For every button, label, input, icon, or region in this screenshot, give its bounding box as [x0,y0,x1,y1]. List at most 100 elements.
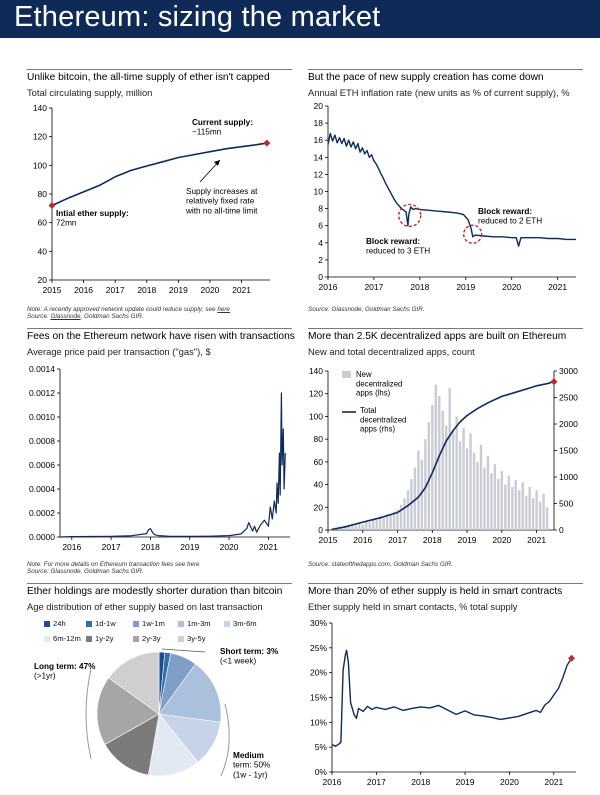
y-tick-label: 0.0006 [29,460,55,470]
annotation-medium: (1w - 1yr) [233,770,268,779]
y-tick-label: 4 [318,238,323,248]
y-tick-label: 140 [309,366,323,376]
y-tick-label: 20 [38,275,48,285]
panel-title: Ether holdings are modestly shorter dura… [27,586,283,597]
bar-new-dapps [514,480,517,530]
bar-new-dapps [441,410,444,530]
y-tick-label: 18 [314,118,324,128]
y-tick-label: 20 [314,102,324,111]
x-tick-label: 2021 [544,777,563,787]
bar-new-dapps [396,509,399,530]
bar-new-dapps [507,475,510,530]
panel-title: Unlike bitcoin, the all-time supply of e… [27,72,270,83]
bar-new-dapps [486,456,490,530]
bar-new-dapps [455,416,458,530]
panel-title: More than 20% of ether supply is held in… [308,586,563,597]
legend-item: 3m-6m [224,619,257,628]
y-tick-label: 10 [314,187,324,197]
pie-slice [96,677,160,745]
legend-swatch [178,635,184,642]
annotation-3eth: reduced to 3 ETH [366,247,430,256]
bar-new-dapps [392,511,396,530]
annotation-long: (>1yr) [34,672,56,681]
x-tick-label: 2016 [323,777,342,787]
source-text: Source: Glassnode, Goldman Sachs GIR. [27,568,144,576]
legend-total-label: apps (rhs) [360,425,396,434]
panel-divider [27,69,292,70]
header-bar: Ethereum: sizing the market [0,0,600,38]
panel-fees: Fees on the Ethereum network have risen … [27,328,295,581]
bar-new-dapps [340,527,344,530]
bar-new-dapps [518,490,521,530]
bar-new-dapps [545,507,549,530]
panel-source: Source: stateofthedapps.com, Goldman Sac… [308,561,453,568]
y-tick-label: 14 [314,152,324,162]
bar-new-dapps [399,505,403,530]
x-tick-label: 2019 [458,535,477,545]
y-tick-label: 100 [309,411,323,421]
bar-new-dapps [472,452,476,530]
legend-swatch [133,620,139,627]
legend-label: 3m-6m [233,619,257,628]
legend-item: 3y-5y [178,634,206,643]
y-tick-label: 10% [310,717,327,727]
bar-new-dapps [521,482,524,530]
x-tick-label: 2018 [411,777,430,787]
y-tick-label: 0 [318,272,323,282]
bar-new-dapps [372,518,375,530]
panel-divider [308,328,583,329]
pie-slice [158,663,222,723]
bar-new-dapps [413,467,417,530]
pie-slice [147,713,199,777]
annotation-short: (<1 week) [220,657,256,666]
legend-swatch [133,635,139,642]
x-tick-label: 2016 [74,285,93,295]
bar-new-dapps [438,395,441,530]
bar-new-dapps [434,384,437,530]
y-tick-label: 6 [318,221,323,231]
inflation-line [327,132,576,247]
y-tick-label: 20 [314,502,324,512]
x-tick-label: 2021 [527,535,546,545]
legend-total-label: decentralized [360,415,406,424]
panel-title: More than 2.5K decentralized apps are bu… [308,331,567,342]
short-term-leader [161,648,206,653]
panel-subtitle: Age distribution of ether supply based o… [27,601,263,612]
y-tick-label: 8 [318,204,323,214]
source-link[interactable]: Glassnode [50,313,81,321]
y-tick-label-right: 1500 [559,446,578,456]
end-point-marker [263,139,271,147]
y-tick-label: 15% [310,693,327,703]
annotation-3eth: Block reward: [366,237,420,246]
legend-label: 24h [53,619,66,628]
y-tick-label: 0 [318,525,323,535]
bar-new-dapps [528,486,531,530]
annotation-circle-2eth [462,224,483,244]
source-prefix: Source: [27,313,51,321]
bar-new-dapps [378,516,382,530]
supply-line [51,142,267,207]
panel-inflation: But the pace of new supply creation has … [308,69,583,327]
x-tick-label: 2020 [201,285,220,295]
annotation-arrowhead [214,160,220,166]
legend-item: 2y-3y [133,634,161,643]
x-tick-label: 2017 [364,282,383,292]
y-tick-label: 80 [314,434,324,444]
page-title: Ethereum: sizing the market [14,1,381,33]
bar-new-dapps [451,430,455,530]
legend-swatch [44,635,50,642]
legend-label: 6m-12m [53,634,81,643]
pie-slice [108,651,160,715]
annotation-current: ~115mn [192,128,222,137]
panel-age: Ether holdings are modestly shorter dura… [27,583,292,791]
annotation-2eth: Block reward: [478,207,532,216]
note-link[interactable]: here [217,306,230,313]
source-rest: , Goldman Sachs GIR. [80,313,144,321]
legend-label: 1y-2y [95,634,114,643]
y-tick-label: 60 [314,457,324,467]
bar-new-dapps [479,444,483,530]
y-tick-label: 2 [318,255,323,265]
y-tick-label: 0.0004 [29,484,55,494]
annotation-initial: 72mn [56,219,77,228]
x-tick-label: 2017 [102,542,121,552]
